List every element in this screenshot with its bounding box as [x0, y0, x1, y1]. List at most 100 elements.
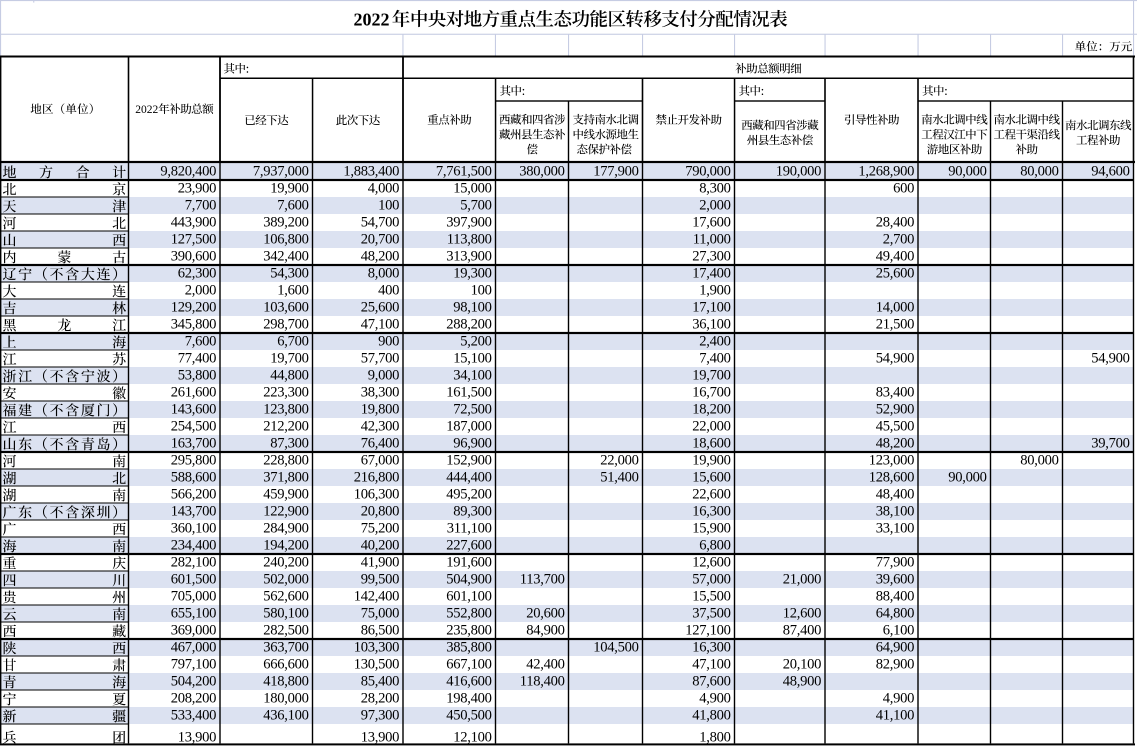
svg-text:18,600: 18,600 — [692, 436, 730, 452]
svg-text:16,300: 16,300 — [692, 640, 730, 656]
svg-text:104,500: 104,500 — [593, 640, 638, 656]
svg-text:282,500: 282,500 — [263, 623, 308, 639]
svg-text:655,100: 655,100 — [171, 606, 216, 622]
svg-text:57,700: 57,700 — [361, 351, 399, 367]
svg-text:2,700: 2,700 — [883, 232, 914, 248]
svg-text:20,800: 20,800 — [361, 504, 399, 520]
svg-text:75,000: 75,000 — [361, 606, 399, 622]
svg-text:99,500: 99,500 — [361, 572, 399, 588]
svg-text:900: 900 — [378, 334, 399, 350]
svg-text:5,700: 5,700 — [460, 198, 491, 214]
svg-text:533,400: 533,400 — [171, 708, 216, 724]
svg-text:15,600: 15,600 — [692, 470, 730, 486]
svg-text:19,700: 19,700 — [270, 351, 308, 367]
svg-text:418,800: 418,800 — [263, 674, 308, 690]
svg-text:128,600: 128,600 — [869, 470, 914, 486]
svg-text:75,200: 75,200 — [361, 521, 399, 537]
svg-text:89,300: 89,300 — [453, 504, 491, 520]
svg-text:240,200: 240,200 — [263, 555, 308, 571]
svg-text:62,300: 62,300 — [178, 266, 216, 282]
svg-text:1,900: 1,900 — [699, 283, 730, 299]
svg-text:790,000: 790,000 — [685, 164, 730, 180]
svg-text:600: 600 — [893, 181, 914, 197]
svg-text:52,900: 52,900 — [876, 402, 914, 418]
svg-text:495,200: 495,200 — [446, 487, 491, 503]
svg-text:298,700: 298,700 — [263, 317, 308, 333]
svg-text:152,900: 152,900 — [446, 453, 491, 469]
svg-text:363,700: 363,700 — [263, 640, 308, 656]
svg-text:25,600: 25,600 — [876, 266, 914, 282]
svg-text:19,900: 19,900 — [692, 453, 730, 469]
svg-text:106,800: 106,800 — [263, 232, 308, 248]
svg-text:7,937,000: 7,937,000 — [253, 164, 309, 180]
svg-text:8,300: 8,300 — [699, 181, 730, 197]
svg-text:7,600: 7,600 — [185, 334, 216, 350]
svg-text:504,900: 504,900 — [446, 572, 491, 588]
svg-text:96,900: 96,900 — [453, 436, 491, 452]
svg-text:39,600: 39,600 — [876, 572, 914, 588]
svg-text:17,400: 17,400 — [692, 266, 730, 282]
svg-text:15,900: 15,900 — [692, 521, 730, 537]
svg-text:42,400: 42,400 — [526, 657, 564, 673]
svg-text:797,100: 797,100 — [171, 657, 216, 673]
svg-text:562,600: 562,600 — [263, 589, 308, 605]
svg-text:77,400: 77,400 — [178, 351, 216, 367]
svg-text:345,800: 345,800 — [171, 317, 216, 333]
svg-text:2022: 2022 — [135, 104, 158, 116]
svg-text:86,500: 86,500 — [361, 623, 399, 639]
svg-text:282,100: 282,100 — [171, 555, 216, 571]
svg-text:360,100: 360,100 — [171, 521, 216, 537]
svg-text:48,400: 48,400 — [876, 487, 914, 503]
svg-text:103,600: 103,600 — [263, 300, 308, 316]
svg-text:41,100: 41,100 — [876, 708, 914, 724]
svg-text:113,700: 113,700 — [520, 572, 565, 588]
svg-text:190,000: 190,000 — [776, 164, 821, 180]
svg-text:6,700: 6,700 — [277, 334, 308, 350]
svg-text:261,600: 261,600 — [171, 385, 216, 401]
svg-text:216,800: 216,800 — [354, 470, 399, 486]
svg-text:390,600: 390,600 — [171, 249, 216, 265]
svg-text:44,800: 44,800 — [270, 368, 308, 384]
svg-text:2,000: 2,000 — [699, 198, 730, 214]
svg-text:601,500: 601,500 — [171, 572, 216, 588]
svg-text:295,800: 295,800 — [171, 453, 216, 469]
svg-text:37,500: 37,500 — [692, 606, 730, 622]
svg-text:667,100: 667,100 — [446, 657, 491, 673]
svg-text:72,500: 72,500 — [453, 402, 491, 418]
svg-text:143,700: 143,700 — [171, 504, 216, 520]
svg-text:1,268,900: 1,268,900 — [858, 164, 914, 180]
svg-text:142,400: 142,400 — [354, 589, 399, 605]
svg-text:41,800: 41,800 — [692, 708, 730, 724]
svg-text:198,400: 198,400 — [446, 691, 491, 707]
svg-text:467,000: 467,000 — [171, 640, 216, 656]
svg-text:400: 400 — [378, 283, 399, 299]
svg-text:436,100: 436,100 — [263, 708, 308, 724]
svg-text:7,400: 7,400 — [699, 351, 730, 367]
svg-text:53,800: 53,800 — [178, 368, 216, 384]
svg-text:17,100: 17,100 — [692, 300, 730, 316]
svg-text:40,200: 40,200 — [361, 538, 399, 554]
svg-text:42,300: 42,300 — [361, 419, 399, 435]
svg-text:7,761,500: 7,761,500 — [436, 164, 492, 180]
svg-text:450,500: 450,500 — [446, 708, 491, 724]
svg-text:187,000: 187,000 — [446, 419, 491, 435]
svg-text:502,000: 502,000 — [263, 572, 308, 588]
svg-text:80,000: 80,000 — [1020, 164, 1058, 180]
svg-text:19,800: 19,800 — [361, 402, 399, 418]
svg-text:21,500: 21,500 — [876, 317, 914, 333]
svg-text:5,200: 5,200 — [460, 334, 491, 350]
svg-text:88,400: 88,400 — [876, 589, 914, 605]
svg-text:1,600: 1,600 — [277, 283, 308, 299]
svg-text:580,100: 580,100 — [263, 606, 308, 622]
svg-text:11,000: 11,000 — [693, 232, 731, 248]
svg-text:705,000: 705,000 — [171, 589, 216, 605]
svg-text:20,600: 20,600 — [526, 606, 564, 622]
svg-text:18,200: 18,200 — [692, 402, 730, 418]
svg-text:666,600: 666,600 — [263, 657, 308, 673]
svg-text:129,200: 129,200 — [171, 300, 216, 316]
svg-text:7,600: 7,600 — [277, 198, 308, 214]
svg-text:103,300: 103,300 — [354, 640, 399, 656]
svg-text:34,100: 34,100 — [453, 368, 491, 384]
svg-text:177,900: 177,900 — [593, 164, 638, 180]
svg-text:15,000: 15,000 — [453, 181, 491, 197]
